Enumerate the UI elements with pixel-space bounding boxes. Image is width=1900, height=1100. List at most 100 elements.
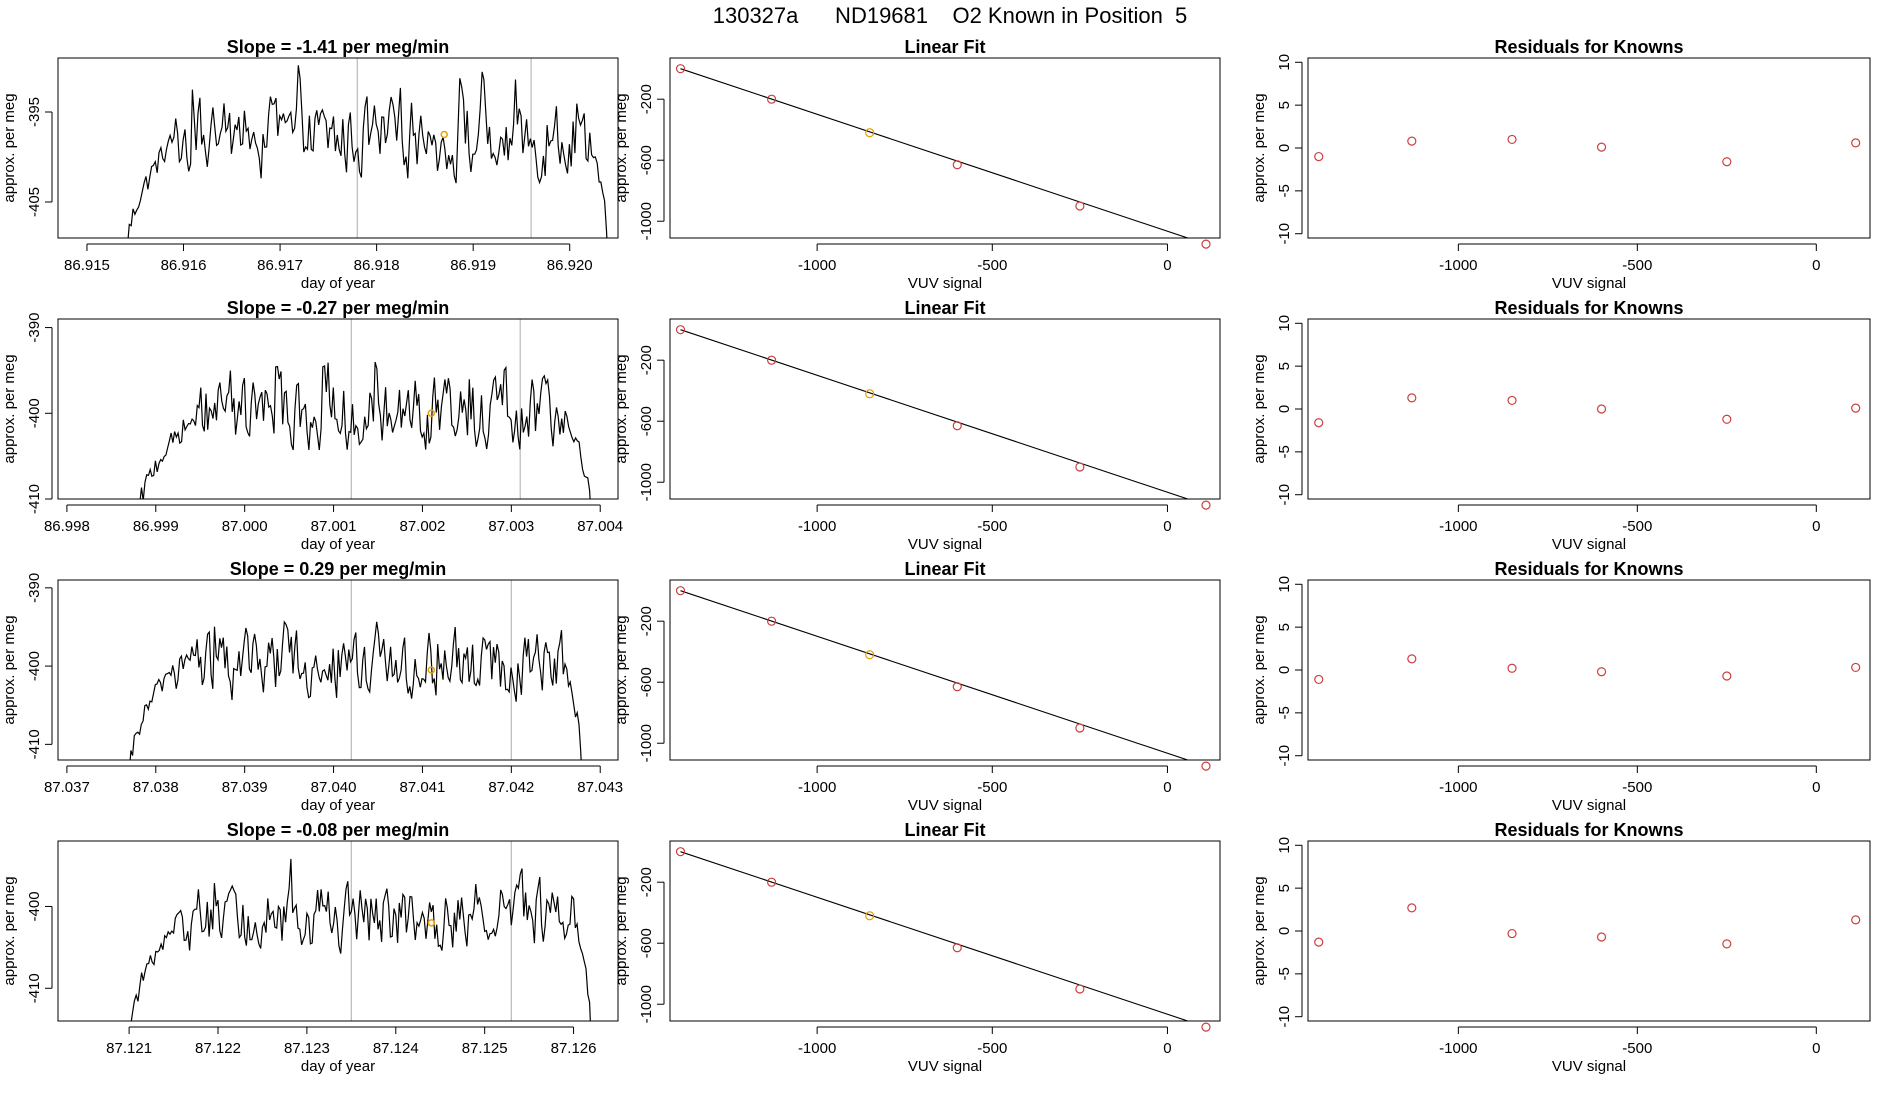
data-point xyxy=(1201,761,1211,771)
data-point xyxy=(1722,157,1732,167)
plot-area xyxy=(680,68,1190,238)
panel-title: Residuals for Knowns xyxy=(1494,37,1683,57)
y-tick-label: 5 xyxy=(1276,362,1293,370)
y-tick-label: -5 xyxy=(1276,967,1293,980)
plot-area xyxy=(130,841,591,1021)
fit-line xyxy=(680,590,1190,760)
x-tick-label: 86.918 xyxy=(354,257,400,274)
x-tick-label: 87.126 xyxy=(551,1040,597,1057)
plot-frame xyxy=(1307,579,1871,761)
data-point xyxy=(766,94,777,104)
x-tick-label: 87.004 xyxy=(577,518,623,535)
data-point xyxy=(1314,937,1324,947)
data-point xyxy=(1314,418,1324,428)
y-axis-label: approx. per meg xyxy=(1251,93,1268,202)
y-axis-label: approx. per meg xyxy=(1251,615,1268,724)
data-point xyxy=(675,325,686,335)
data-point xyxy=(865,128,875,138)
panel-3-2: Linear Fit -1000 -500 0 VUV signal -1000 -600 -… xyxy=(613,559,1221,814)
y-tick-label: -405 xyxy=(26,187,43,217)
y-tick-label: -5 xyxy=(1276,706,1293,719)
x-tick-label: 87.124 xyxy=(373,1040,419,1057)
x-axis-label: VUV signal xyxy=(1552,275,1626,292)
current-point-marker xyxy=(427,919,436,927)
y-tick-label: -390 xyxy=(26,573,43,603)
panel-title: Linear Fit xyxy=(904,298,985,318)
data-point xyxy=(865,911,875,921)
panel-title: Residuals for Knowns xyxy=(1494,298,1683,318)
data-point xyxy=(1407,393,1417,403)
plot-frame xyxy=(57,840,619,1022)
data-point xyxy=(1407,903,1417,913)
x-tick-label: 87.001 xyxy=(311,518,357,535)
panel-2-1: Slope = -0.27 per meg/min 86.998 86.999 87.… xyxy=(1,298,623,553)
x-axis-label: day of year xyxy=(301,797,375,814)
x-tick-label: 87.040 xyxy=(311,779,357,796)
x-tick-label: 86.915 xyxy=(64,257,110,274)
data-point xyxy=(1407,136,1417,146)
x-tick-label: -1000 xyxy=(1439,1040,1477,1057)
plot-area xyxy=(129,580,582,760)
data-point xyxy=(1201,239,1211,249)
panel-4-2: Linear Fit -1000 -500 0 VUV signal -1000 -600 -… xyxy=(613,820,1221,1075)
x-tick-label: -1000 xyxy=(798,518,836,535)
data-point xyxy=(1314,151,1324,162)
x-tick-label: -500 xyxy=(977,518,1007,535)
data-point xyxy=(1201,500,1211,510)
x-tick-label: 86.920 xyxy=(547,257,593,274)
x-tick-label: 0 xyxy=(1163,1040,1171,1057)
x-tick-label: -500 xyxy=(977,779,1007,796)
x-tick-label: 87.000 xyxy=(222,518,268,535)
x-tick-label: 87.043 xyxy=(577,779,623,796)
x-tick-label: -500 xyxy=(1622,1040,1652,1057)
x-tick-label: 0 xyxy=(1812,779,1820,796)
x-tick-label: 87.002 xyxy=(399,518,445,535)
x-tick-label: -1000 xyxy=(798,257,836,274)
data-point xyxy=(1407,654,1417,664)
y-tick-label: -410 xyxy=(26,729,43,759)
y-tick-label: 10 xyxy=(1276,315,1293,332)
data-point xyxy=(1075,984,1085,994)
plot-frame xyxy=(57,579,619,761)
data-point xyxy=(865,650,875,660)
y-tick-label: -600 xyxy=(638,928,655,958)
x-tick-label: 0 xyxy=(1812,257,1820,274)
current-point-marker xyxy=(440,130,448,139)
y-tick-label: -410 xyxy=(26,484,43,514)
plot-frame xyxy=(1307,840,1871,1022)
y-tick-label: 10 xyxy=(1276,837,1293,854)
data-point xyxy=(675,847,686,857)
x-tick-label: 87.003 xyxy=(488,518,534,535)
x-axis-label: VUV signal xyxy=(908,797,982,814)
y-tick-label: 0 xyxy=(1276,927,1293,935)
plot-area xyxy=(139,319,591,499)
y-axis-label: approx. per meg xyxy=(1251,354,1268,463)
data-point xyxy=(766,616,777,626)
y-tick-label: 5 xyxy=(1276,884,1293,892)
data-point xyxy=(952,682,962,692)
data-point xyxy=(1507,928,1517,939)
plot-area xyxy=(680,851,1190,1021)
data-point xyxy=(952,943,962,953)
y-tick-label: -5 xyxy=(1276,445,1293,458)
plot-area xyxy=(680,590,1190,760)
plot-area xyxy=(127,58,608,238)
x-tick-label: 86.998 xyxy=(44,518,90,535)
data-point xyxy=(1596,932,1607,942)
x-axis-label: day of year xyxy=(301,536,375,553)
x-axis-label: VUV signal xyxy=(908,275,982,292)
panel-title: Residuals for Knowns xyxy=(1494,820,1683,840)
time-series-line xyxy=(129,620,582,760)
y-axis-label: approx. per meg xyxy=(613,354,630,463)
y-tick-label: 0 xyxy=(1276,405,1293,413)
data-point xyxy=(675,64,686,74)
fit-line xyxy=(680,329,1190,499)
data-point xyxy=(952,160,962,170)
plot-frame xyxy=(57,57,619,239)
data-point xyxy=(675,586,686,596)
data-point xyxy=(1722,414,1732,424)
panel-1-3: Residuals for Knowns -1000 -500 0 VUV signal… xyxy=(1251,37,1871,292)
y-tick-label: -200 xyxy=(638,606,655,636)
x-axis-label: day of year xyxy=(301,275,375,292)
x-tick-label: 0 xyxy=(1163,518,1171,535)
